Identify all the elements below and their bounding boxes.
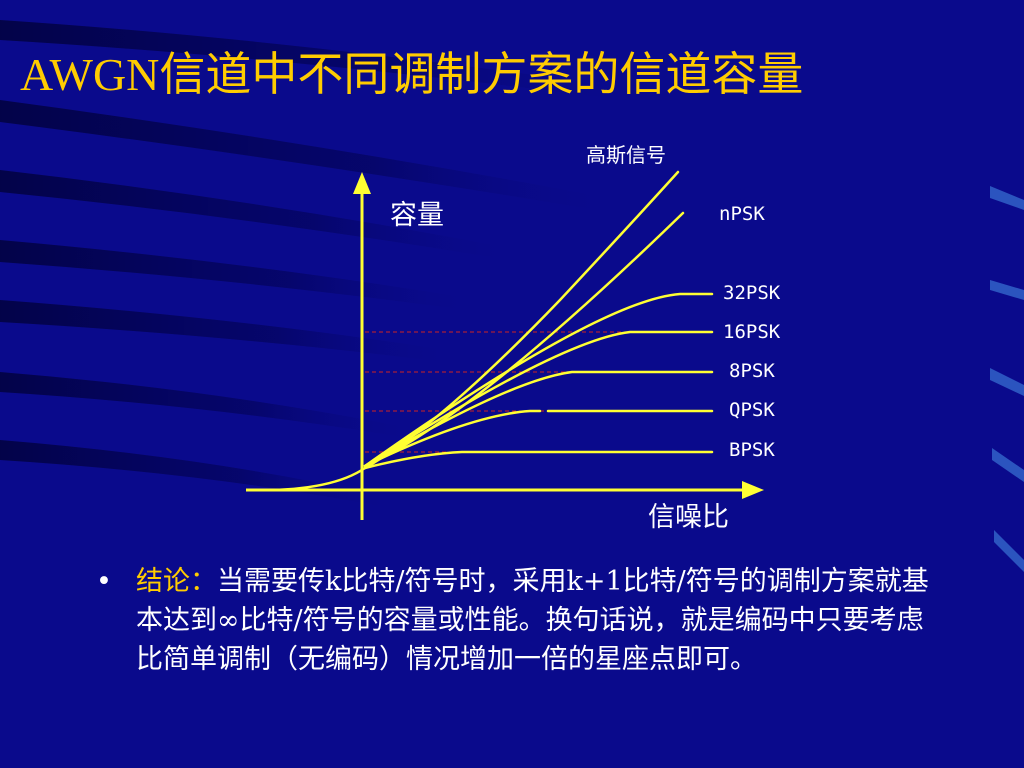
axes — [246, 172, 764, 520]
label-gaussian: 高斯信号 — [586, 143, 666, 167]
x-axis-arrow-icon — [742, 481, 764, 499]
curve-gaussian — [246, 170, 680, 492]
curve-labels: 高斯信号 nPSK 32PSK 16PSK 8PSK QPSK BPSK — [586, 143, 781, 461]
curve-npsk — [363, 211, 685, 468]
y-axis-label: 容量 — [390, 200, 444, 231]
conclusion-text: 当需要传k比特/符号时，采用k+1比特/符号的调制方案就基本达到∞比特/符号的容… — [136, 566, 929, 675]
bullet-icon: • — [96, 566, 112, 597]
slide-title: AWGN信道中不同调制方案的信道容量 — [20, 49, 804, 100]
label-32psk: 32PSK — [723, 282, 781, 304]
conclusion-label: 结论： — [136, 566, 217, 597]
label-8psk: 8PSK — [729, 360, 775, 382]
label-npsk: nPSK — [719, 203, 765, 225]
capacity-curves — [246, 170, 714, 492]
x-axis-label: 信噪比 — [648, 502, 729, 533]
label-qpsk: QPSK — [729, 399, 775, 421]
label-16psk: 16PSK — [723, 321, 781, 343]
label-bpsk: BPSK — [729, 439, 775, 461]
conclusion-block: • 结论：当需要传k比特/符号时，采用k+1比特/符号的调制方案就基本达到∞比特… — [96, 562, 946, 679]
curve-bpsk — [363, 450, 714, 470]
y-axis-arrow-icon — [353, 172, 371, 194]
conclusion-paragraph: 结论：当需要传k比特/符号时，采用k+1比特/符号的调制方案就基本达到∞比特/符… — [136, 562, 946, 679]
